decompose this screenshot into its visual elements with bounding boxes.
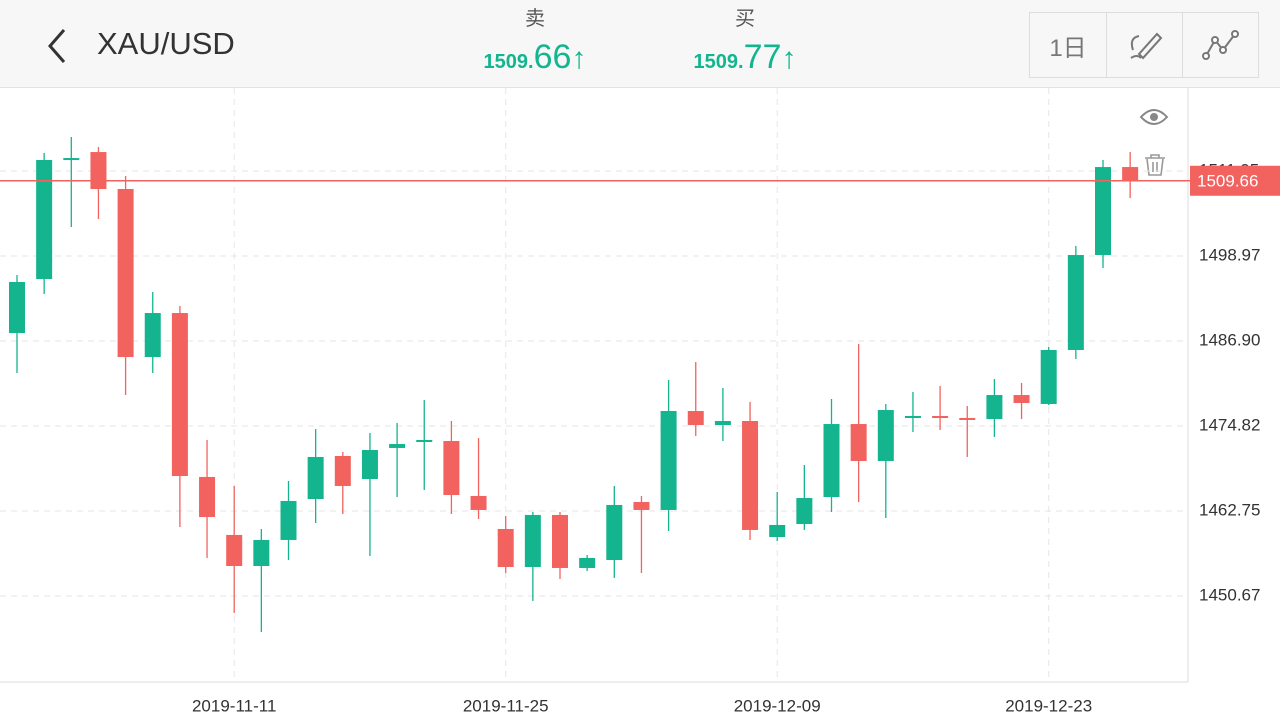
candle-body [986,395,1003,420]
candle-body [1040,349,1057,404]
candle-body [497,528,514,567]
candle-body [742,421,759,530]
candle-body [714,421,731,426]
buy-label: 买 [735,8,755,30]
toolbar: 1日 [1029,12,1259,78]
eye-icon[interactable] [1139,109,1169,125]
x-tick-label: 2019-12-23 [1005,696,1092,715]
candle-body [579,557,596,568]
last-price-box [1190,165,1280,196]
candle-body [932,416,949,419]
candle-body [470,495,487,510]
candle-body [1122,167,1139,181]
last-price-label: 1509.66 [1197,171,1258,190]
candle-body [796,498,813,524]
x-tick-label: 2019-11-11 [192,696,276,715]
y-tick-label: 1462.75 [1199,500,1260,519]
candle-body [850,424,867,461]
candle-body [389,444,406,448]
candle-body [253,539,270,567]
buy-price-head: 1509. [693,51,744,73]
candle-body [1095,167,1111,256]
candle-body [1067,255,1084,350]
candle-body [1013,395,1030,403]
candle-body [959,417,976,420]
candle-body [307,456,324,499]
back-button[interactable] [40,26,70,66]
candle-body [226,534,243,567]
candle-body [443,440,460,495]
x-tick-label: 2019-12-09 [734,696,821,715]
candle-body [334,455,351,486]
candle-body [63,158,80,161]
candle-body [904,416,921,419]
y-tick-label: 1450.67 [1199,585,1260,604]
candle-body [36,160,53,280]
sell-arrow: ↑ [571,42,587,75]
candle-body [171,313,188,476]
sell-price-head: 1509. [483,51,534,73]
candle-body [606,504,623,561]
candle-body [877,410,894,461]
candle-body [524,514,541,567]
candle-body [660,411,677,510]
period-button[interactable]: 1日 [1049,34,1087,62]
candle-body [823,424,840,498]
candle-body [90,152,107,190]
candle-body [687,411,704,426]
buy-quote: 买 1509.77↑ [665,4,825,77]
indicator-button[interactable] [1182,13,1258,77]
trash-icon[interactable] [1145,154,1165,176]
symbol: XAU/USD [97,26,235,61]
buy-arrow: ↑ [781,42,797,75]
y-tick-label: 1498.97 [1199,245,1260,264]
candle-body [552,514,568,568]
sell-label: 卖 [525,8,545,30]
candle-body [769,524,786,538]
x-tick-label: 2019-11-25 [463,696,549,715]
y-tick-label: 1486.90 [1199,330,1260,349]
candle-body [361,450,378,480]
candle-body [416,440,433,443]
candle-body [144,313,161,358]
draw-button[interactable] [1106,13,1182,77]
candle-body [280,500,297,540]
sell-price-tail: 66 [533,38,572,76]
y-tick-label: 1474.82 [1199,415,1260,434]
buy-price-tail: 77 [743,38,782,76]
sell-quote: 卖 1509.66↑ [455,4,615,77]
candle-body [633,502,650,510]
candle-body [9,281,25,334]
header: XAU/USD 卖 1509.66↑ 买 1509.77↑ 1日 [0,0,1280,88]
candle-body [117,189,134,358]
candle-body [199,476,216,518]
